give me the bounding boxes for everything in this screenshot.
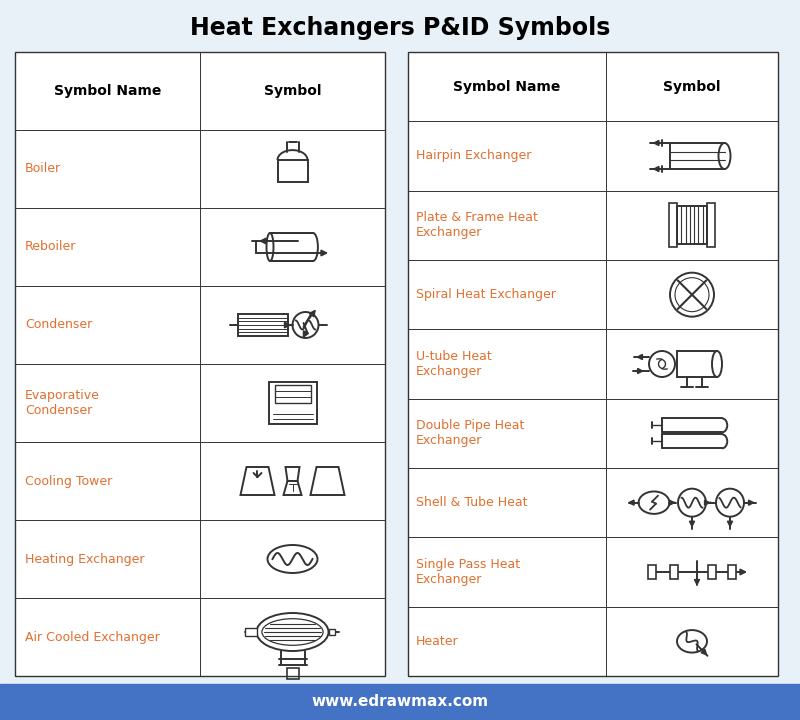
Text: U-tube Heat
Exchanger: U-tube Heat Exchanger: [416, 350, 492, 378]
Text: Evaporative
Condenser: Evaporative Condenser: [25, 389, 100, 417]
Ellipse shape: [257, 613, 329, 651]
Bar: [245, 628, 257, 636]
Ellipse shape: [718, 143, 730, 169]
Text: Single Pass Heat
Exchanger: Single Pass Heat Exchanger: [416, 558, 520, 586]
Text: Symbol: Symbol: [663, 80, 721, 94]
Text: Symbol Name: Symbol Name: [454, 80, 561, 94]
Text: Plate & Frame Heat
Exchanger: Plate & Frame Heat Exchanger: [416, 212, 538, 239]
Text: Shell & Tube Heat: Shell & Tube Heat: [416, 496, 527, 509]
Bar: [269, 382, 317, 424]
Text: Heat Exchangers P&ID Symbols: Heat Exchangers P&ID Symbols: [190, 16, 610, 40]
Ellipse shape: [712, 351, 722, 377]
Bar: [408, 52, 778, 676]
Bar: [670, 565, 678, 579]
Text: Hairpin Exchanger: Hairpin Exchanger: [416, 150, 531, 163]
Text: Cooling Tower: Cooling Tower: [25, 474, 112, 487]
Text: Reboiler: Reboiler: [25, 240, 76, 253]
Bar: [648, 565, 656, 579]
Bar: [286, 668, 298, 679]
Bar: [278, 160, 307, 182]
Bar: [0, 684, 800, 720]
Bar: [677, 207, 707, 244]
Bar: [238, 314, 287, 336]
Text: Symbol: Symbol: [264, 84, 322, 98]
Text: Symbol Name: Symbol Name: [54, 84, 161, 98]
Text: www.edrawmax.com: www.edrawmax.com: [311, 695, 489, 709]
Bar: [15, 52, 385, 676]
Bar: [708, 565, 716, 579]
Text: Condenser: Condenser: [25, 318, 92, 331]
Bar: [270, 233, 313, 261]
Circle shape: [649, 351, 675, 377]
Text: Boiler: Boiler: [25, 163, 61, 176]
Text: Air Cooled Exchanger: Air Cooled Exchanger: [25, 631, 160, 644]
Bar: [329, 629, 334, 635]
Bar: [728, 565, 736, 579]
Text: Heating Exchanger: Heating Exchanger: [25, 552, 145, 565]
Bar: [274, 385, 310, 403]
Text: Spiral Heat Exchanger: Spiral Heat Exchanger: [416, 288, 556, 301]
Bar: [669, 203, 677, 248]
Bar: [707, 203, 715, 248]
Text: Heater: Heater: [416, 635, 458, 648]
Text: Double Pipe Heat
Exchanger: Double Pipe Heat Exchanger: [416, 419, 524, 447]
